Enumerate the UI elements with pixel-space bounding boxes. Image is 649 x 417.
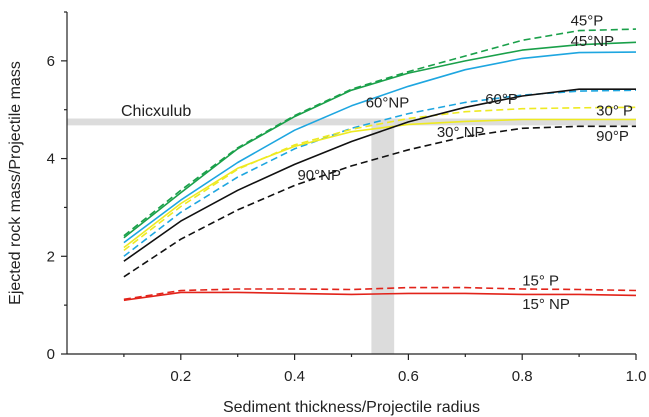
y-tick-label-0: 0 (47, 346, 55, 363)
series-lines (123, 28, 637, 302)
series-labels: 45°P 45°NP 60°NP 60°P 30° P 30° NP 90°NP 90°P 15… (297, 13, 633, 313)
series-label-60degp: 60°P (485, 91, 518, 108)
series-label-15deg-np: 15° NP (522, 296, 570, 313)
y-tick-label-4: 4 (47, 151, 55, 168)
ticks: 0 2 4 6 0.2 0.4 0.6 0.8 1.0 (47, 11, 647, 385)
series-line-black-solid (123, 88, 636, 262)
chicxulub-vertical-band (371, 121, 395, 354)
y-tick-label-2: 2 (47, 248, 55, 265)
chicxulub-horizontal-band (67, 118, 636, 126)
series-line-45degnp (123, 41, 637, 239)
y-tick-label-6: 6 (47, 53, 55, 70)
series-line-15deg-np (123, 291, 637, 302)
series-line-45degp (123, 28, 637, 237)
series-line-30deg-p (123, 106, 637, 252)
series-label-90degp: 90°P (596, 128, 629, 145)
series-label-60degnp: 60°NP (366, 94, 410, 111)
x-tick-label-0-4: 0.4 (284, 368, 305, 385)
x-tick-label-0-8: 0.8 (512, 368, 533, 385)
x-tick-label-1: 1.0 (626, 368, 647, 385)
series-label-15deg-p: 15° P (522, 273, 559, 290)
x-tick-label-0-6: 0.6 (398, 368, 419, 385)
series-label-30deg-p: 30° P (596, 103, 633, 120)
series-line-30deg-np (123, 118, 636, 249)
series-line-90degp (123, 125, 636, 278)
series-label-45degnp: 45°NP (571, 33, 615, 50)
y-axis-title: Ejected rock mass/Projectile mass (7, 61, 24, 305)
series-label-45degp: 45°P (571, 13, 604, 30)
series-label-90degnp: 90°NP (297, 167, 341, 184)
series-line-15deg-p (123, 286, 637, 301)
chicxulub-label: Chicxulub (121, 103, 191, 120)
x-tick-label-0-2: 0.2 (170, 368, 191, 385)
chicxulub-bands (67, 118, 636, 354)
x-axis-title: Sediment thickness/Projectile radius (223, 399, 480, 416)
series-label-30deg-np: 30° NP (437, 124, 485, 141)
series-line-60degnp (123, 51, 637, 244)
